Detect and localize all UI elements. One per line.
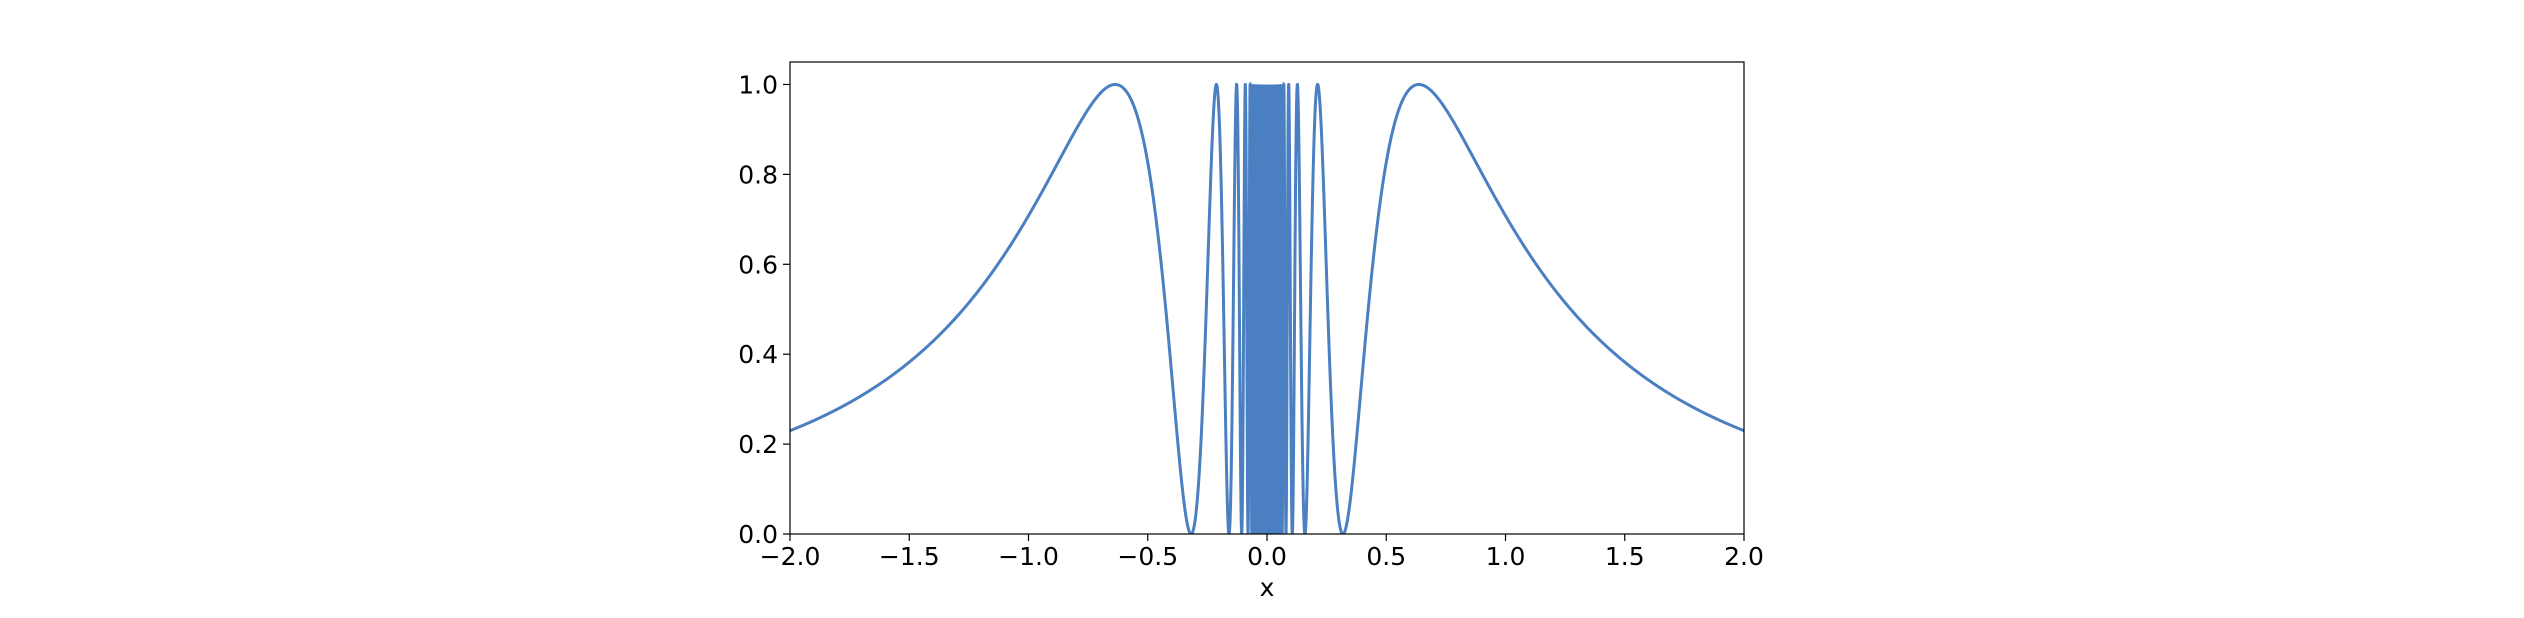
series-line-sin-inverse-squared <box>790 81 1744 534</box>
x-tick-label: 0.0 <box>1247 542 1287 571</box>
y-axis: 0.0 0.2 0.4 0.6 0.8 1.0 <box>738 70 790 549</box>
x-tick-label: −1.0 <box>998 542 1059 571</box>
y-tick-label: 0.8 <box>738 160 778 189</box>
x-tick-label: −0.5 <box>1117 542 1178 571</box>
y-tick-label: 1.0 <box>738 70 778 99</box>
x-tick-label: 0.5 <box>1366 542 1406 571</box>
x-tick-label: −1.5 <box>879 542 940 571</box>
plot-area <box>790 81 1744 534</box>
x-tick-label: 1.0 <box>1486 542 1526 571</box>
x-tick-label: −2.0 <box>760 542 821 571</box>
y-tick-label: 0.2 <box>738 430 778 459</box>
x-tick-label: 2.0 <box>1724 542 1764 571</box>
y-tick-label: 0.4 <box>738 340 778 369</box>
x-tick-label: 1.5 <box>1605 542 1645 571</box>
x-axis: −2.0 −1.5 −1.0 −0.5 0.0 0.5 1.0 1.5 2.0 <box>760 534 1764 571</box>
y-tick-label: 0.0 <box>738 520 778 549</box>
y-tick-label: 0.6 <box>738 250 778 279</box>
x-axis-label: x <box>1260 573 1275 602</box>
